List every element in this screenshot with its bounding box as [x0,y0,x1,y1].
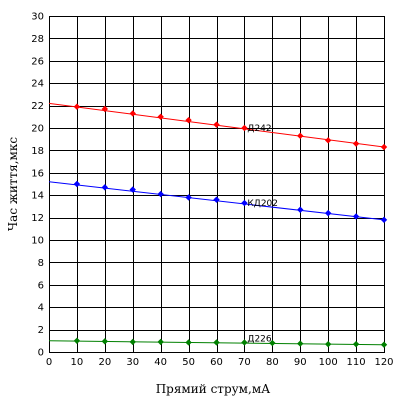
data-point [101,184,109,191]
data-point [73,180,81,188]
y-tick-label: 10 [31,236,44,247]
y-axis-title: Час життя,мкс [6,137,20,231]
data-point [185,116,192,124]
data-point [129,110,136,117]
annotation-label: КД202 [247,199,278,209]
data-point [380,143,388,151]
annotations: Д242 КД202 Д226 [247,124,278,345]
data-point [213,196,220,203]
y-tick-label: 14 [31,191,44,202]
data-point [241,199,248,207]
series-group [48,102,388,348]
data-point [101,105,109,113]
data-point [213,121,220,128]
y-tick-label: 16 [31,168,44,179]
x-tick-label: 0 [46,357,52,368]
plot-frame [49,16,385,353]
y-tick-label: 12 [31,213,44,224]
y-tick-label: 8 [38,258,44,269]
y-tick-label: 18 [31,146,44,157]
data-point [213,339,220,346]
data-point [73,337,81,344]
y-tick-label: 4 [38,303,44,314]
data-point [185,339,192,346]
data-point [297,340,304,347]
data-point [380,216,388,224]
y-tick-label: 0 [38,348,44,359]
plot-border [49,16,385,353]
x-tick-label: 10 [71,357,84,368]
data-point [129,338,136,346]
series-0 [48,102,388,151]
grid [49,16,385,353]
x-tick-label: 100 [319,357,338,368]
x-axis-title: Прямий струм,мА [156,382,271,396]
data-point [297,132,304,140]
x-tick-labels: 0 10 20 30 40 50 60 70 80 90 100 110 120 [46,357,394,368]
data-point [297,206,304,213]
y-tick-label: 6 [38,280,44,291]
x-tick-label: 40 [154,357,167,368]
data-point [157,190,164,198]
y-tick-label: 20 [31,124,44,135]
data-point [157,338,164,346]
data-point [380,341,388,348]
data-point [352,140,360,147]
x-tick-label: 50 [182,357,195,368]
data-point [324,209,332,217]
y-tick-label: 28 [31,34,44,45]
series-1 [48,180,388,224]
x-tick-label: 30 [126,357,139,368]
data-point [352,340,360,348]
data-point [241,124,248,132]
x-tick-label: 70 [238,357,251,368]
y-tick-label: 24 [31,79,44,90]
y-tick-label: 22 [31,101,44,112]
data-point [324,340,332,348]
x-tick-label: 60 [210,357,223,368]
x-tick-label: 120 [374,357,393,368]
y-tick-label: 26 [31,56,44,67]
data-point [241,339,248,346]
data-point [73,103,81,110]
data-point [185,194,192,201]
data-point [101,338,109,345]
data-point [269,339,276,347]
series-2 [48,337,388,348]
annotation-label: Д226 [247,335,271,345]
y-tick-label: 2 [38,325,44,336]
data-point [157,113,164,120]
x-tick-label: 20 [98,357,111,368]
y-tick-label: 30 [31,12,44,23]
x-tick-label: 80 [266,357,279,368]
annotation-label: Д242 [247,124,271,134]
x-tick-label: 90 [294,357,307,368]
data-point [324,137,332,144]
x-tick-label: 110 [347,357,366,368]
data-point [129,186,136,193]
data-point [352,213,360,220]
